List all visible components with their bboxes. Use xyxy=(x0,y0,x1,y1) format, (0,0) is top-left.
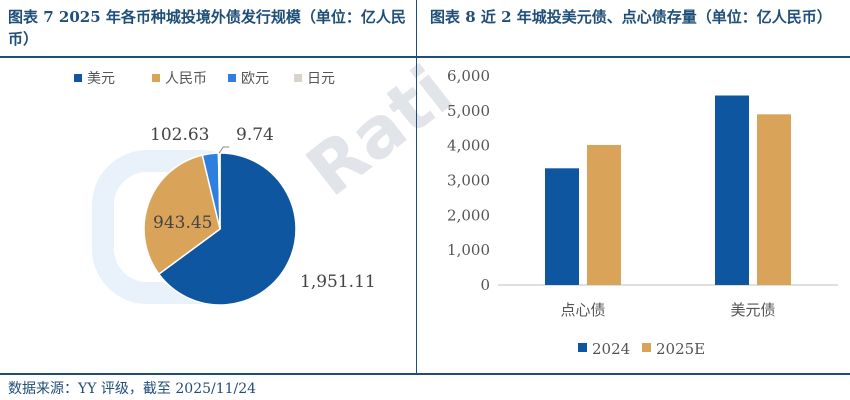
pie-chart-title: 图表 7 2025 年各币种城投境外债发行规模（单位：亿人民币） xyxy=(8,8,406,48)
legend-label-2: 欧元 xyxy=(241,71,269,87)
leader-line-3 xyxy=(218,146,230,154)
legend-swatch-0 xyxy=(74,74,82,82)
bar-2024-0 xyxy=(545,168,579,285)
data-label-3: 9.74 xyxy=(236,125,274,145)
pie-slice-0 xyxy=(157,152,297,306)
legend-label-3: 日元 xyxy=(307,71,335,87)
title-rule xyxy=(0,56,850,58)
legend-swatch-1 xyxy=(152,74,160,82)
bar-legend-swatch-0 xyxy=(578,343,587,352)
pie-chart: 美元 人民币 欧元 日元 1,951.11 943.45 102.63 9.74 xyxy=(74,71,376,306)
legend-label-0: 美元 xyxy=(87,71,115,87)
bar-chart-title: 图表 8 近 2 年城投美元债、点心债存量（单位：亿人民币） xyxy=(430,8,832,26)
pie-slice-3 xyxy=(217,152,221,230)
legend-label-1: 人民币 xyxy=(165,71,207,87)
data-label-0: 1,951.11 xyxy=(300,272,376,292)
bar-legend-label-0: 2024 xyxy=(592,340,630,358)
legend-swatch-2 xyxy=(228,74,236,82)
x-tick-label-1: 美元债 xyxy=(730,301,775,319)
bar-chart: 0 1,000 2,000 3,000 4,000 5,000 6,000 点心债 美元债 202… xyxy=(447,67,838,358)
y-tick-label-1: 1,000 xyxy=(447,241,490,259)
data-label-1: 943.45 xyxy=(153,213,212,233)
y-tick-label-2: 2,000 xyxy=(447,206,490,224)
bar-2025E-0 xyxy=(587,144,621,285)
legend-swatch-3 xyxy=(294,74,302,82)
data-label-2: 102.63 xyxy=(150,125,209,145)
pie-slice-1 xyxy=(143,154,221,276)
y-tick-label-5: 5,000 xyxy=(447,102,490,120)
y-tick-label-0: 0 xyxy=(480,276,490,294)
footer-rule xyxy=(0,373,850,375)
bar-legend-label-1: 2025E xyxy=(656,340,705,358)
y-tick-label-3: 3,000 xyxy=(447,172,490,190)
y-tick-label-4: 4,000 xyxy=(447,137,490,155)
x-tick-label-0: 点心债 xyxy=(560,301,605,319)
left-panel: Rati 图表 7 2025 年各币种城投境外债发行规模（单位：亿人民币） 美元… xyxy=(0,0,467,374)
panel-divider xyxy=(416,0,417,374)
source-note: 数据来源：YY 评级，截至 2025/11/24 xyxy=(8,381,257,397)
y-tick-label-6: 6,000 xyxy=(447,67,490,85)
bar-2024-1 xyxy=(715,95,749,285)
bar-legend-swatch-1 xyxy=(642,343,651,352)
bar-2025E-1 xyxy=(757,114,791,285)
right-panel: 图表 8 近 2 年城投美元债、点心债存量（单位：亿人民币） 0 1,000 2,0… xyxy=(418,0,850,374)
